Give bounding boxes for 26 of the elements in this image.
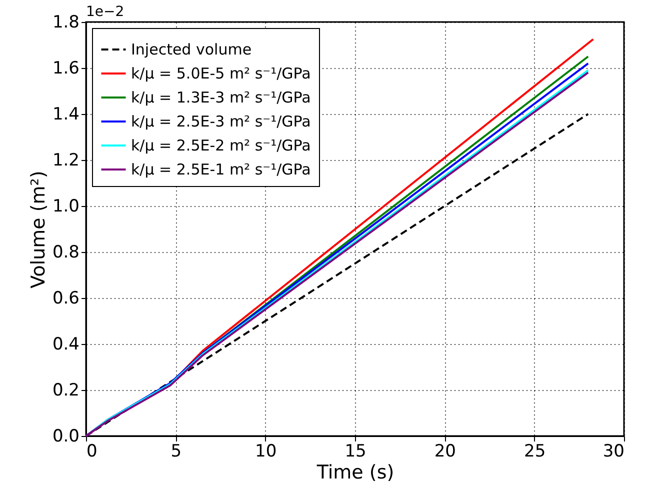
x-tick-label: 30 <box>602 442 624 462</box>
x-tick-label: 0 <box>86 442 98 462</box>
y-axis-title: Volume (m²) <box>27 170 50 288</box>
x-tick-label: 5 <box>170 442 182 462</box>
y-tick-label: 0.2 <box>52 380 80 400</box>
y-tick-label: 1.8 <box>52 12 80 32</box>
x-tick-label: 25 <box>524 442 546 462</box>
legend-label: k/μ = 1.3E-3 m² s⁻¹/GPa <box>131 88 311 106</box>
text: 1e−2 <box>86 4 124 20</box>
legend-label: k/μ = 2.5E-2 m² s⁻¹/GPa <box>131 136 311 154</box>
x-tick-label: 10 <box>255 442 277 462</box>
legend-label: k/μ = 2.5E-1 m² s⁻¹/GPa <box>131 160 311 178</box>
legend-label: k/μ = 2.5E-3 m² s⁻¹/GPa <box>131 112 311 130</box>
y-tick-label: 0.0 <box>52 426 80 446</box>
y-tick-label: 0.6 <box>52 288 80 308</box>
legend-label: Injected volume <box>131 40 252 58</box>
y-tick-label: 1.4 <box>52 104 80 124</box>
legend-label: k/μ = 5.0E-5 m² s⁻¹/GPa <box>131 64 311 82</box>
x-tick-label: 20 <box>434 442 456 462</box>
y-tick-label: 1.6 <box>52 58 80 78</box>
y-tick-label: 1.2 <box>52 150 80 170</box>
x-tick-label: 15 <box>344 442 366 462</box>
y-tick-label: 1.0 <box>52 196 80 216</box>
x-axis-title: Time (s) <box>316 462 394 484</box>
y-tick-label: 0.8 <box>52 242 80 262</box>
y-tick-label: 0.4 <box>52 334 80 354</box>
